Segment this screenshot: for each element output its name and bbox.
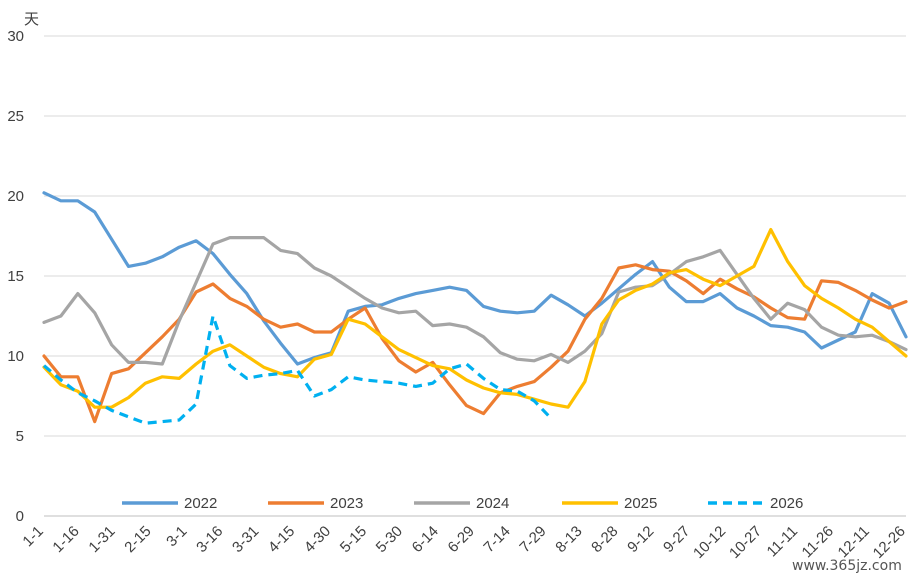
watermark-text: www.365jz.com [792, 558, 902, 574]
x-tick-label: 9-12 [624, 523, 657, 556]
x-tick-label: 3-1 [163, 523, 190, 550]
x-tick-label: 1-31 [85, 523, 118, 556]
x-tick-label: 7-29 [516, 523, 549, 556]
y-axis-unit: 天 [24, 10, 39, 28]
x-tick-label: 8-28 [588, 523, 621, 556]
x-axis-ticks: 1-1 1-16 1-31 2-15 3-1 3-16 3-31 4-15 4-30 5-15 5-… [19, 523, 908, 562]
x-tick-label: 4-15 [265, 523, 298, 556]
x-tick-label: 5-15 [337, 523, 370, 556]
x-tick-label: 4-30 [301, 523, 334, 556]
x-tick-label: 5-30 [373, 523, 406, 556]
series-lines [42, 191, 908, 425]
x-tick-label: 6-14 [409, 523, 442, 556]
series-line-2023 [42, 263, 908, 424]
y-tick-label: 30 [7, 28, 24, 45]
x-tick-label: 10-12 [690, 523, 729, 562]
y-tick-label: 20 [7, 188, 24, 205]
legend-label-2023: 2023 [330, 495, 363, 512]
y-tick-label: 10 [7, 348, 24, 365]
y-tick-label: 0 [16, 508, 24, 525]
x-tick-label: 12-26 [870, 523, 909, 562]
x-tick-label: 12-11 [835, 523, 873, 561]
legend-label-2026: 2026 [770, 495, 803, 512]
x-tick-label: 3-31 [229, 523, 262, 556]
x-tick-label: 8-13 [552, 523, 585, 556]
x-tick-label: 1-16 [49, 523, 82, 556]
x-tick-label: 6-29 [445, 523, 478, 556]
series-line-2022 [42, 191, 908, 366]
x-tick-label: 11-26 [799, 523, 837, 561]
x-tick-label: 7-14 [480, 523, 513, 556]
y-tick-label: 15 [7, 268, 24, 285]
y-axis-ticks: 0 5 10 15 20 25 30 [7, 28, 24, 525]
y-tick-label: 25 [7, 108, 24, 125]
legend-label-2025: 2025 [624, 495, 657, 512]
legend: 2022 2023 2024 2025 2026 [122, 495, 803, 512]
x-tick-label: 3-16 [193, 523, 226, 556]
x-tick-label: 9-27 [660, 523, 693, 556]
legend-label-2022: 2022 [184, 495, 217, 512]
x-tick-label: 1-1 [19, 523, 46, 550]
x-tick-label: 11-11 [764, 523, 802, 561]
legend-label-2024: 2024 [476, 495, 509, 512]
gridlines [44, 35, 906, 517]
x-tick-label: 2-15 [121, 523, 154, 556]
series-line-2024 [42, 236, 908, 366]
y-tick-label: 5 [16, 428, 24, 445]
series-line-2025 [42, 228, 908, 409]
x-tick-label: 10-27 [726, 523, 765, 562]
